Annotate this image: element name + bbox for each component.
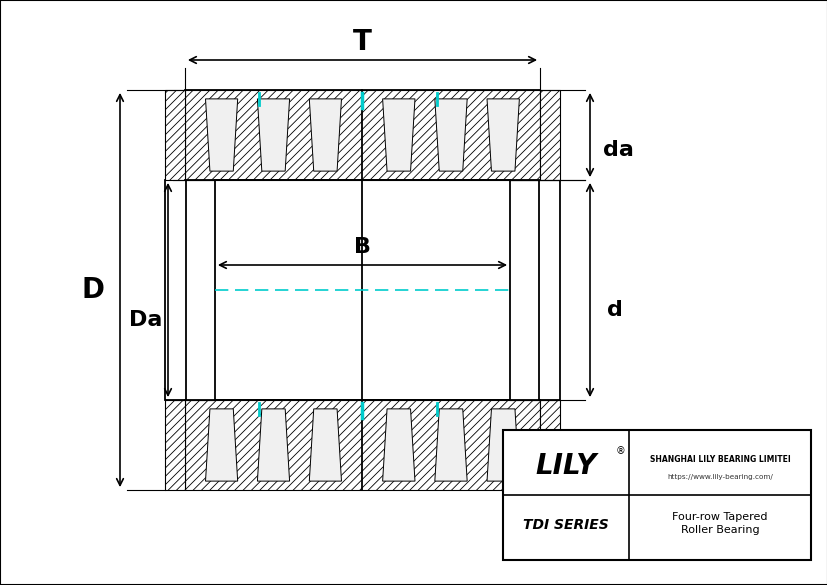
Polygon shape [205, 99, 237, 171]
Polygon shape [205, 409, 237, 481]
Bar [184, 90, 539, 180]
Bar [215, 180, 509, 400]
Bar [184, 400, 539, 490]
Text: d: d [606, 300, 622, 320]
Bar [538, 180, 559, 400]
Polygon shape [382, 99, 414, 171]
Text: da: da [602, 140, 633, 160]
Bar [502, 430, 810, 560]
Polygon shape [382, 409, 414, 481]
Text: Four-row Tapered
Roller Bearing: Four-row Tapered Roller Bearing [672, 512, 767, 535]
Polygon shape [257, 99, 289, 171]
Text: https://www.lily-bearing.com/: https://www.lily-bearing.com/ [667, 474, 772, 480]
Bar [165, 400, 184, 490]
Text: T: T [352, 28, 371, 56]
Bar [184, 90, 539, 490]
Polygon shape [486, 409, 519, 481]
Polygon shape [434, 409, 466, 481]
Polygon shape [434, 99, 466, 171]
Polygon shape [309, 99, 341, 171]
Polygon shape [257, 409, 289, 481]
Text: Da: Da [129, 310, 162, 330]
Text: ®: ® [614, 446, 624, 456]
Polygon shape [486, 99, 519, 171]
Text: D: D [81, 276, 104, 304]
Bar [165, 90, 184, 180]
Bar [539, 400, 559, 490]
Polygon shape [309, 409, 341, 481]
Bar [165, 180, 186, 400]
Text: SHANGHAI LILY BEARING LIMITEI: SHANGHAI LILY BEARING LIMITEI [649, 455, 790, 464]
Text: B: B [354, 237, 370, 257]
Text: TDI SERIES: TDI SERIES [523, 518, 609, 532]
Bar [539, 90, 559, 180]
Text: LILY: LILY [535, 452, 596, 480]
